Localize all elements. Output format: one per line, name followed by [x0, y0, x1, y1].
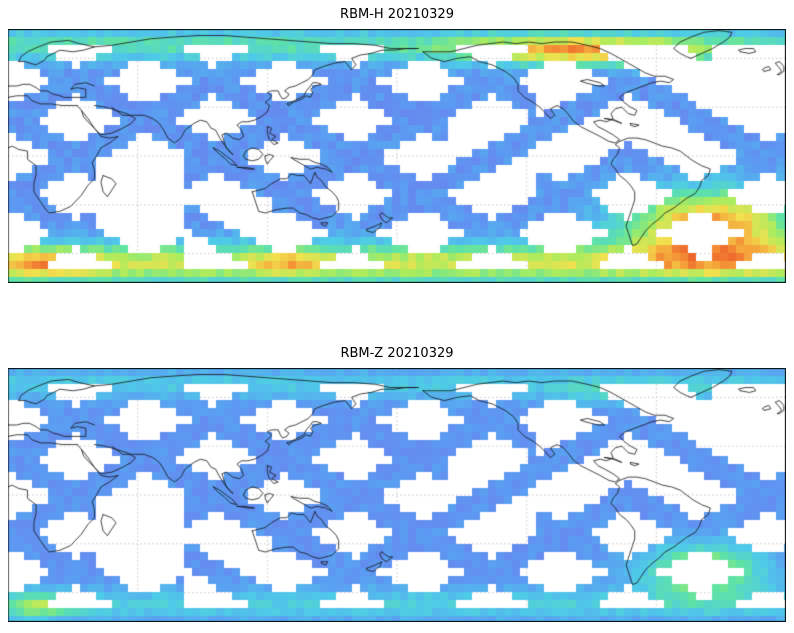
panel-title-rbm-h: RBM-H 20210329: [340, 7, 454, 22]
panel-title-rbm-z: RBM-Z 20210329: [340, 346, 454, 361]
panel-rbm-h: RBM-H 20210329: [8, 7, 786, 283]
panel-rbm-z: RBM-Z 20210329: [8, 346, 786, 622]
map-plot-rbm-z: [8, 368, 786, 622]
map-plot-rbm-h: [8, 29, 786, 283]
